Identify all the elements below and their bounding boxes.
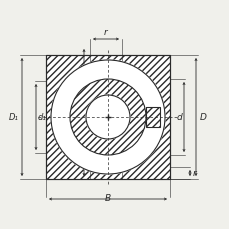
Bar xyxy=(145,108,159,128)
Bar xyxy=(46,56,169,179)
Text: r: r xyxy=(136,137,140,146)
Text: r: r xyxy=(192,169,196,178)
Text: d: d xyxy=(175,113,181,122)
Text: D: D xyxy=(199,113,206,122)
Bar xyxy=(46,56,169,179)
Text: B: B xyxy=(104,193,111,202)
Circle shape xyxy=(86,95,129,139)
Text: D₁: D₁ xyxy=(9,113,19,122)
Text: d₁: d₁ xyxy=(38,113,46,122)
Bar xyxy=(145,108,159,128)
Circle shape xyxy=(70,80,145,155)
Bar xyxy=(46,56,169,179)
Text: r: r xyxy=(77,109,81,117)
Text: r: r xyxy=(104,28,107,37)
Circle shape xyxy=(51,61,164,174)
